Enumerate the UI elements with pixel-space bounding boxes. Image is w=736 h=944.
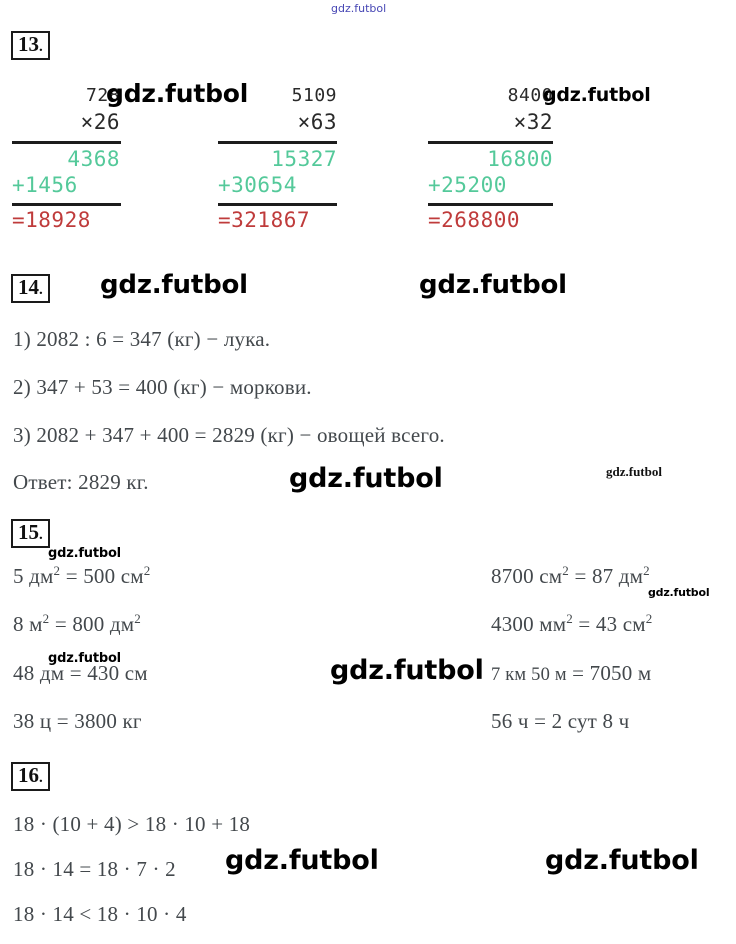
conversion-left-3-eq: = (69, 661, 82, 685)
conversion-right-1-lhs: 8700 см (491, 564, 563, 588)
multiplication-rule-1b (12, 203, 121, 206)
conversion-left-3: 48 дм = 430 см (13, 661, 148, 686)
exercise-number-16-value: 16 (18, 763, 39, 787)
multiplicand-1: 728 (85, 85, 120, 106)
conversion-right-1: 8700 см2 = 87 дм2 (491, 564, 650, 589)
conversion-left-1-rhs: 500 см (83, 564, 144, 588)
solution-line-1: 1) 2082 : 6 = 347 (кг) − лука. (13, 327, 271, 351)
conversion-right-3: 7 км 50 м = 7050 м (491, 661, 651, 686)
watermark-ex15-b: gdz.futbol (648, 586, 710, 599)
watermark-ex13-a: gdz.futbol (106, 79, 249, 108)
watermark-ex16-a: gdz.futbol (225, 845, 379, 876)
conversion-left-2: 8 м2 = 800 дм2 (13, 612, 141, 637)
conversion-left-4: 38 ц = 3800 кг (13, 709, 142, 734)
result-2: =321867 (218, 208, 311, 232)
exercise-number-15-dot: . (39, 527, 43, 543)
conversion-right-3-rhs: 7050 м (589, 661, 652, 685)
exercise-number-14-dot: . (39, 282, 43, 298)
conversion-left-1: 5 дм2 = 500 см2 (13, 564, 150, 589)
result-3: =268800 (428, 208, 521, 232)
partial-1-2: +1456 (12, 173, 78, 197)
multiplication-rule-3b (428, 203, 553, 206)
watermark-ex14-b: gdz.futbol (419, 270, 567, 300)
watermark-ex15-d: gdz.futbol (330, 655, 484, 686)
multiplier-2: ×63 (297, 110, 337, 134)
watermark-ex16-b: gdz.futbol (545, 845, 699, 876)
solution-line-3: 3) 2082 + 347 + 400 = 2829 (кг) − овощей… (13, 423, 445, 447)
conversion-right-3-eq: = (572, 661, 585, 685)
conversion-left-2-rhs-sup: 2 (134, 611, 141, 626)
exercise-number-16: 16. (11, 762, 50, 791)
conversion-right-1-rhs: 87 дм (591, 564, 644, 588)
conversion-right-3-lhs: 7 км 50 м (491, 664, 567, 684)
watermark-top: gdz.futbol (331, 2, 387, 15)
conversion-right-2-rhs: 43 см (595, 612, 646, 636)
conversion-left-1-eq: = (65, 564, 78, 588)
exercise-number-13-dot: . (39, 39, 43, 55)
partial-3-2: +25200 (428, 173, 507, 197)
conversion-right-4-rhs: 2 сут 8 ч (551, 709, 630, 733)
exercise-number-13: 13. (11, 31, 50, 60)
watermark-ex14-c: gdz.futbol (289, 463, 443, 494)
conversion-right-2-lhs: 4300 мм (491, 612, 567, 636)
multiplicand-2: 5109 (291, 85, 337, 106)
exercise-number-14-value: 14 (18, 275, 39, 299)
conversion-left-1-rhs-sup: 2 (143, 563, 151, 578)
conversion-left-2-eq: = (54, 612, 67, 636)
conversion-right-4: 56 ч = 2 сут 8 ч (491, 709, 629, 734)
exercise-number-15-value: 15 (18, 520, 39, 544)
watermark-ex14-a: gdz.futbol (100, 270, 248, 300)
comparison-line-3: 18 · 14 < 18 · 10 · 4 (13, 902, 187, 926)
result-1: =18928 (12, 208, 91, 232)
multiplication-rule-3a (428, 141, 553, 144)
partial-2-1: 15327 (271, 147, 337, 171)
conversion-right-1-lhs-sup: 2 (562, 563, 569, 578)
partial-3-1: 16800 (487, 147, 553, 171)
conversion-left-1-lhs-sup: 2 (53, 563, 61, 578)
conversion-right-2-lhs-sup: 2 (566, 611, 573, 626)
solution-answer: Ответ: 2829 кг. (13, 470, 149, 494)
multiplier-1: ×26 (80, 110, 120, 134)
watermark-ex15-a: gdz.futbol (48, 546, 121, 561)
conversion-right-2-eq: = (578, 612, 591, 636)
watermark-ex13-b: gdz.futbol (543, 84, 651, 106)
multiplication-rule-1a (12, 141, 121, 144)
comparison-line-2: 18 · 14 = 18 · 7 · 2 (13, 857, 176, 881)
watermark-ex14-d: gdz.futbol (606, 464, 662, 479)
conversion-left-2-rhs: 800 дм (72, 612, 135, 636)
conversion-left-4-eq: = (56, 709, 69, 733)
conversion-left-3-lhs: 48 дм (13, 661, 65, 685)
column-multiplication-2: 5109 ×63 15327 +30654 =321867 (218, 83, 337, 233)
multiplication-rule-2b (218, 203, 337, 206)
exercise-number-14: 14. (11, 274, 50, 303)
watermark-ex15-c: gdz.futbol (48, 651, 121, 666)
exercise-number-15: 15. (11, 519, 50, 548)
conversion-left-4-rhs: 3800 кг (74, 709, 142, 733)
comparison-line-1: 18 · (10 + 4) > 18 · 10 + 18 (13, 812, 251, 836)
column-multiplication-1: 728 ×26 4368 +1456 =18928 (12, 83, 120, 233)
conversion-right-1-eq: = (574, 564, 587, 588)
conversion-right-4-lhs: 56 ч (491, 709, 529, 733)
multiplier-3: ×32 (513, 110, 553, 134)
exercise-number-13-value: 13 (18, 32, 39, 56)
conversion-left-4-lhs: 38 ц (13, 709, 52, 733)
conversion-left-2-lhs: 8 м (13, 612, 43, 636)
multiplication-rule-2a (218, 141, 337, 144)
partial-2-2: +30654 (218, 173, 297, 197)
conversion-right-1-rhs-sup: 2 (643, 563, 650, 578)
conversion-left-2-lhs-sup: 2 (42, 611, 50, 626)
column-multiplication-3: 8400 ×32 16800 +25200 =268800 (428, 83, 553, 233)
conversion-right-2-rhs-sup: 2 (645, 611, 653, 626)
partial-1-1: 4368 (67, 147, 120, 171)
conversion-right-2: 4300 мм2 = 43 см2 (491, 612, 653, 637)
conversion-left-3-rhs: 430 см (87, 661, 148, 685)
exercise-number-16-dot: . (39, 770, 43, 786)
conversion-right-4-eq: = (534, 709, 547, 733)
conversion-left-1-lhs: 5 дм (13, 564, 54, 588)
multiplicand-3: 8400 (507, 85, 553, 106)
solution-line-2: 2) 347 + 53 = 400 (кг) − моркови. (13, 375, 312, 399)
